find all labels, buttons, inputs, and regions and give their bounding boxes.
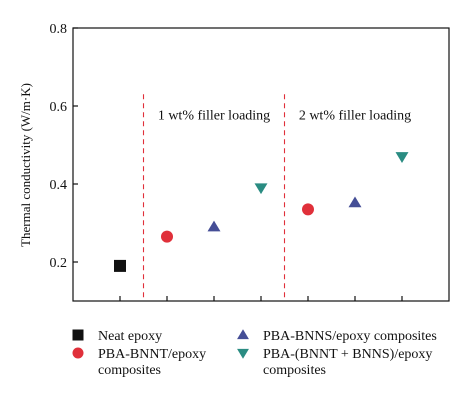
region-label: 2 wt% filler loading bbox=[299, 109, 411, 124]
plot-frame bbox=[72, 27, 450, 302]
y-tick-label: 0.8 bbox=[50, 22, 68, 37]
legend-marker bbox=[72, 347, 84, 359]
legend-label-line: composites bbox=[98, 363, 161, 378]
data-point bbox=[348, 196, 362, 208]
legend-marker bbox=[72, 329, 84, 341]
data-point bbox=[207, 220, 221, 232]
legend-label-line: PBA-BNNS/epoxy composites bbox=[263, 329, 437, 344]
legend-marker bbox=[237, 348, 249, 359]
ticks: 0.2 0.4 0.6 0.8 bbox=[50, 22, 403, 301]
data-point bbox=[114, 259, 126, 272]
legend-label-line: PBA-(BNNT + BNNS)/epoxy bbox=[263, 347, 432, 362]
data-point bbox=[161, 230, 173, 243]
region-separators bbox=[142, 94, 286, 301]
legend-marker bbox=[237, 329, 249, 340]
legend-label: PBA-BNNS/epoxy composites bbox=[263, 329, 437, 344]
legend-label: Neat epoxy bbox=[98, 329, 162, 344]
data-point bbox=[395, 152, 409, 163]
y-tick-label: 0.4 bbox=[50, 178, 68, 193]
data-point bbox=[254, 183, 268, 195]
y-tick-label: 0.2 bbox=[50, 256, 68, 271]
legend-label-line: Neat epoxy bbox=[98, 329, 162, 344]
legend-label-line: PBA-BNNT/epoxy bbox=[98, 347, 206, 362]
y-tick-label: 0.6 bbox=[50, 100, 68, 115]
legend-label: PBA-BNNT/epoxy composites bbox=[98, 347, 206, 378]
legend-label: PBA-(BNNT + BNNS)/epoxy composites bbox=[263, 347, 432, 378]
region-labels: 1 wt% filler loading 2 wt% filler loading bbox=[158, 109, 411, 124]
legend-label-line: composites bbox=[263, 363, 326, 378]
data-point bbox=[302, 203, 314, 216]
region-label: 1 wt% filler loading bbox=[158, 109, 270, 124]
data-points bbox=[114, 152, 409, 272]
y-axis-label: Thermal conductivity (W/m·K) bbox=[18, 83, 33, 247]
